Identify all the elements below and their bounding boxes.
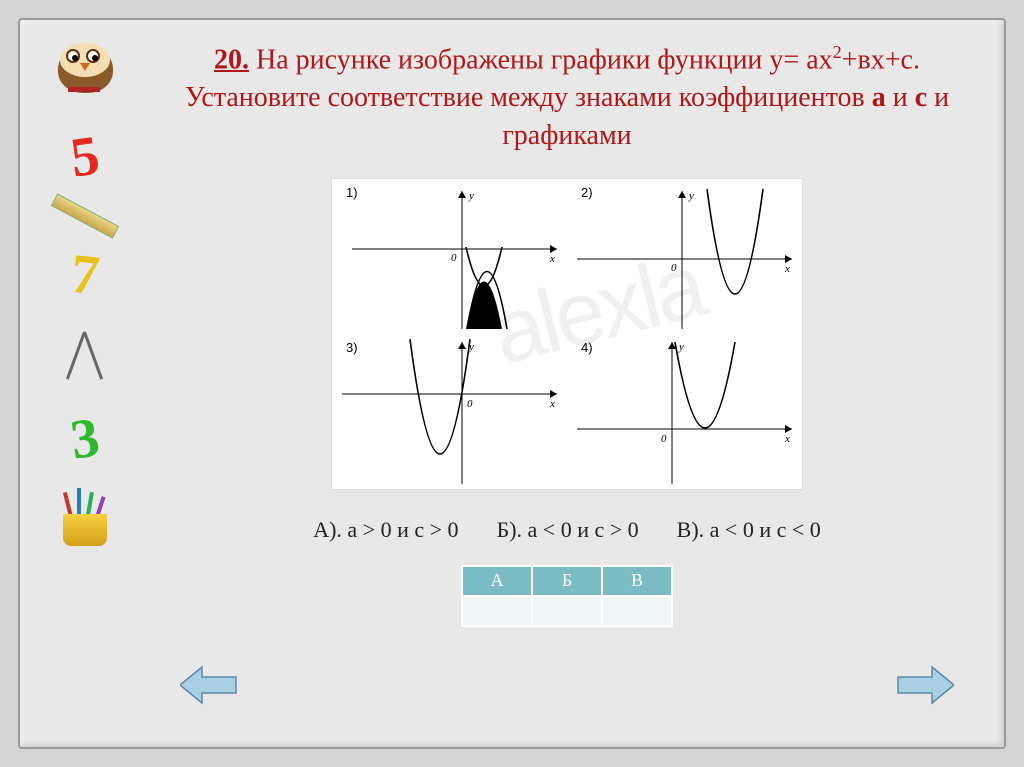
answer-value-a[interactable]: [462, 596, 532, 626]
answer-options: А). а > 0 и с > 0 Б). а < 0 и с > 0 В). …: [313, 517, 821, 543]
question-title: 20. На рисунке изображены графики функци…: [160, 40, 974, 155]
digit-3-icon: 3: [67, 405, 104, 472]
svg-text:у: у: [688, 190, 694, 202]
question-number: 20.: [214, 44, 249, 75]
digit-5-icon: 5: [67, 123, 104, 190]
answer-value-c[interactable]: [602, 596, 672, 626]
svg-text:0: 0: [671, 262, 677, 274]
graphs-grid: alexla 1) у x 0: [332, 179, 802, 489]
graph-4: 4) у x 0: [567, 334, 802, 489]
option-b: Б). а < 0 и с > 0: [497, 517, 639, 543]
svg-text:x: x: [784, 433, 790, 445]
digit-7-icon: 7: [68, 242, 103, 309]
answer-header-c: В: [602, 566, 672, 596]
compass-icon: [55, 327, 115, 387]
answer-header-a: А: [462, 566, 532, 596]
svg-text:0: 0: [661, 433, 667, 445]
sidebar-decoration: 5 7 3: [20, 20, 150, 747]
next-button[interactable]: [896, 663, 954, 707]
svg-text:x: x: [784, 263, 790, 275]
slide-content: 20. На рисунке изображены графики функци…: [150, 20, 1004, 747]
ruler-icon: [51, 193, 119, 238]
graph-3: 3) у x 0: [332, 334, 567, 489]
svg-text:0: 0: [467, 398, 473, 410]
option-c: В). а < 0 и с < 0: [677, 517, 821, 543]
answer-value-b[interactable]: [532, 596, 602, 626]
prev-button[interactable]: [180, 663, 238, 707]
option-a: А). а > 0 и с > 0: [313, 517, 458, 543]
svg-text:у: у: [678, 341, 684, 353]
answer-header-b: Б: [532, 566, 602, 596]
arrow-left-icon: [180, 663, 238, 707]
graph-1: 1) у x 0: [332, 179, 567, 334]
pencil-cup-icon: [55, 491, 115, 546]
slide-frame: 5 7 3 20. На рисунке изображены графики …: [18, 18, 1006, 749]
graph-2: 2) у x 0: [567, 179, 802, 334]
arrow-right-icon: [896, 663, 954, 707]
answer-table: А Б В: [461, 565, 673, 627]
svg-text:x: x: [549, 398, 555, 410]
owl-icon: [50, 35, 120, 105]
